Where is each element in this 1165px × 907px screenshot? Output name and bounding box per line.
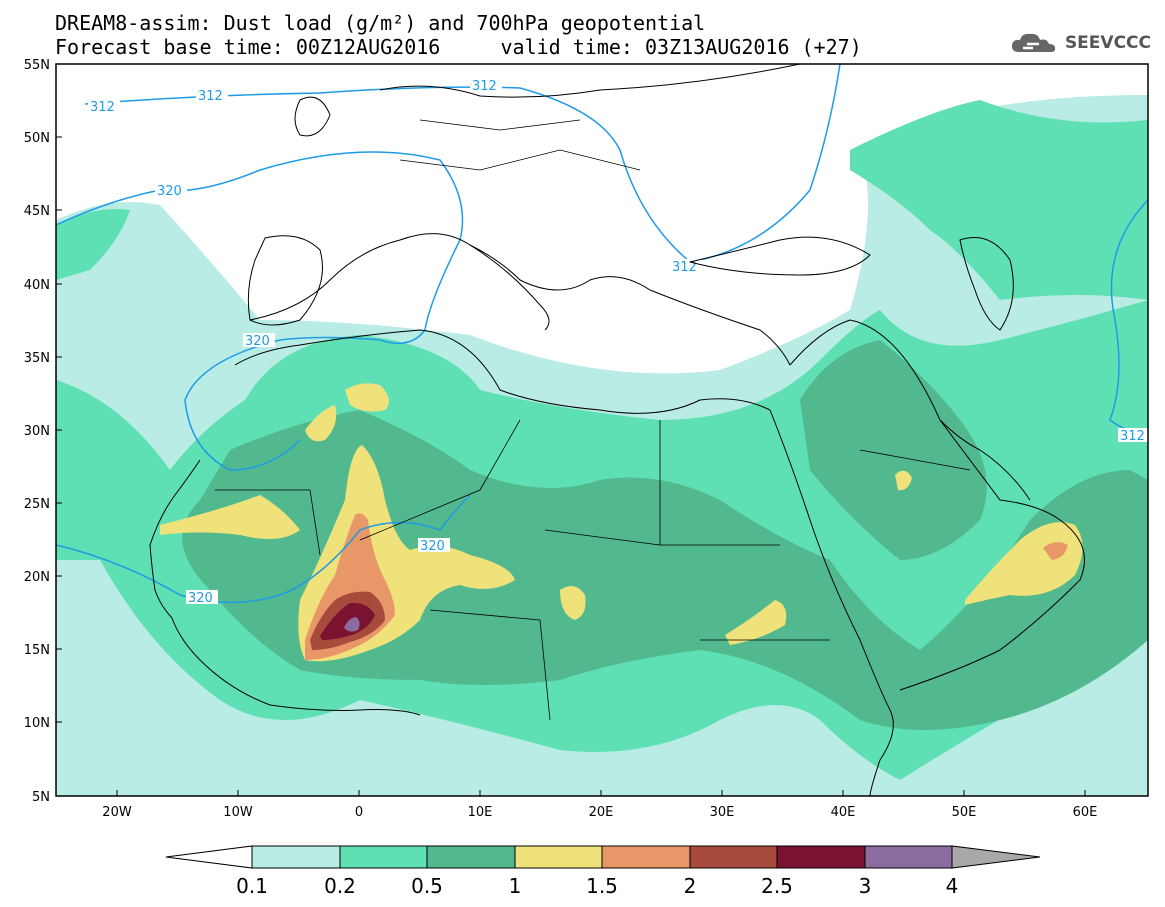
dust-band-0.5-arabia bbox=[800, 340, 987, 560]
lat-tick-label: 15N bbox=[24, 643, 50, 658]
colorbar-swatch bbox=[776, 845, 866, 869]
brand-logo: SEEVCCC bbox=[1009, 30, 1151, 56]
dust-band-0.2-west bbox=[56, 209, 130, 280]
lat-tick-label: 50N bbox=[24, 131, 50, 146]
lat-tick-label: 45N bbox=[24, 204, 50, 219]
contour-label: 320 bbox=[420, 539, 445, 554]
coast-europe-south bbox=[249, 233, 791, 366]
coast-north-africa bbox=[234, 329, 771, 414]
colorbar-label: 2 bbox=[684, 874, 697, 898]
dust-band-1-sudan bbox=[725, 600, 787, 645]
coast-caspian bbox=[959, 237, 1014, 331]
lon-tick-label: 10W bbox=[223, 805, 253, 820]
dust-band-0.5 bbox=[182, 410, 1148, 730]
dust-band-3 bbox=[344, 617, 360, 632]
colorbar-swatch bbox=[689, 845, 778, 869]
coast-uk bbox=[294, 96, 331, 137]
dust-band-1-chad bbox=[560, 586, 586, 620]
lat-tick-label: 5N bbox=[32, 790, 50, 805]
dust-band-1-saudi bbox=[895, 470, 912, 491]
contour-label: 320 bbox=[157, 184, 182, 199]
contour-320-south bbox=[56, 494, 471, 604]
dust-band-0.2-north bbox=[850, 100, 1148, 300]
lat-tick-label: 10N bbox=[24, 716, 50, 731]
cloud-logo-icon bbox=[1011, 33, 1056, 52]
lon-tick-label: 60E bbox=[1073, 805, 1098, 820]
colorbar-label: 0.5 bbox=[411, 874, 443, 898]
lat-tick-labels: 55N 50N 45N 40N 35N 30N 25N 20N 15N 10N … bbox=[24, 58, 50, 805]
contour-label: 312 bbox=[90, 100, 115, 115]
colorbar-swatch bbox=[601, 845, 691, 869]
lon-tick-label: 40E bbox=[831, 805, 856, 820]
contour-labels: 312 312 312 312 312 320 320 320 320 bbox=[88, 78, 1148, 606]
colorbar-swatch bbox=[339, 845, 428, 869]
dust-band-1.5-oman bbox=[1043, 542, 1068, 560]
lat-tick-label: 40N bbox=[24, 278, 50, 293]
coastlines bbox=[149, 64, 1085, 796]
forecast-times: Forecast base time: 00Z12AUG2016 valid t… bbox=[55, 35, 862, 59]
lon-tick-label: 0 bbox=[355, 805, 363, 820]
contour-label: 312 bbox=[472, 79, 497, 94]
colorbar-label: 0.2 bbox=[324, 874, 356, 898]
lat-tick-label: 30N bbox=[24, 424, 50, 439]
brand-name: SEEVCCC bbox=[1064, 33, 1151, 53]
lon-tick-label: 30E bbox=[710, 805, 735, 820]
colorbar-label: 1 bbox=[509, 874, 522, 898]
coast-north-europe bbox=[379, 64, 801, 98]
lon-tick-label: 50E bbox=[952, 805, 977, 820]
contour-label: 320 bbox=[245, 334, 270, 349]
colorbar-label: 2.5 bbox=[761, 874, 793, 898]
colorbar-swatch bbox=[864, 845, 953, 869]
colorbar-label: 1.5 bbox=[586, 874, 618, 898]
lon-tick-label: 20W bbox=[102, 805, 132, 820]
map-title: DREAM8-assim: Dust load (g/m²) and 700hP… bbox=[55, 11, 706, 35]
dust-band-1-north bbox=[345, 383, 389, 412]
coast-persian-gulf bbox=[939, 419, 1031, 501]
dust-field bbox=[56, 64, 1148, 796]
colorbar-label: 0.1 bbox=[236, 874, 268, 898]
coast-red-sea bbox=[769, 409, 891, 711]
colorbar-label: 4 bbox=[946, 874, 959, 898]
contour-label: 312 bbox=[1120, 429, 1145, 444]
contour-label: 312 bbox=[672, 260, 697, 275]
borders bbox=[215, 119, 971, 721]
colorbar-high-arrow bbox=[951, 845, 1041, 869]
geopotential-contours bbox=[56, 64, 1148, 604]
lat-tick-label: 25N bbox=[24, 497, 50, 512]
lat-tick-label: 55N bbox=[24, 58, 50, 73]
lon-tick-labels: 20W 10W 0 10E 20E 30E 40E 50E 60E bbox=[102, 805, 1097, 820]
contour-label: 320 bbox=[188, 591, 213, 606]
colorbar-swatch bbox=[251, 845, 341, 869]
lat-tick-label: 20N bbox=[24, 570, 50, 585]
coast-black-sea bbox=[689, 236, 871, 276]
colorbar-swatch bbox=[514, 845, 603, 869]
colorbar-swatch bbox=[426, 845, 516, 869]
coast-iberia bbox=[247, 235, 323, 326]
dust-band-2.5 bbox=[320, 602, 375, 640]
lat-tick-label: 35N bbox=[24, 351, 50, 366]
contour-320-north bbox=[56, 151, 464, 471]
coast-italy bbox=[469, 244, 550, 331]
dust-band-1-atlas bbox=[305, 405, 337, 442]
coast-africa-east bbox=[869, 709, 894, 796]
colorbar: 0.1 0.2 0.5 1 1.5 2 2.5 3 4 bbox=[165, 845, 1041, 898]
contour-312-north bbox=[84, 64, 841, 263]
coast-africa-west bbox=[149, 459, 421, 716]
colorbar-label: 3 bbox=[859, 874, 872, 898]
coast-arabia bbox=[789, 319, 1085, 691]
dust-band-1-west bbox=[160, 495, 300, 539]
axis-ticks bbox=[56, 63, 1086, 797]
colorbar-low-arrow bbox=[165, 845, 253, 869]
contour-label: 312 bbox=[198, 89, 223, 104]
lon-tick-label: 10E bbox=[468, 805, 493, 820]
lon-tick-label: 20E bbox=[589, 805, 614, 820]
